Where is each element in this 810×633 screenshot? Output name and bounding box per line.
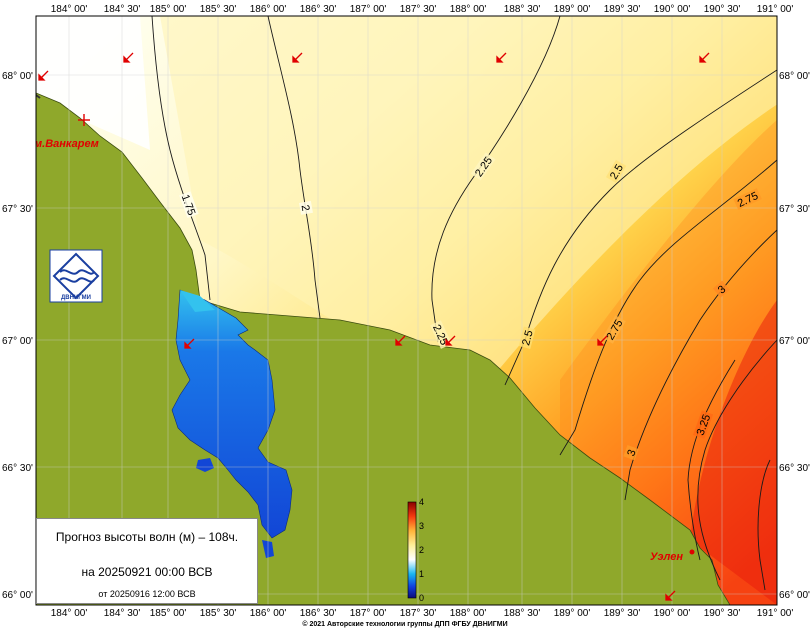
isoline-label: 2.5 bbox=[520, 329, 536, 347]
svg-text:188° 00': 188° 00' bbox=[450, 608, 487, 619]
forecast-title: Прогноз высоты волн (м) – 108ч. bbox=[55, 530, 239, 544]
svg-text:67° 30': 67° 30' bbox=[2, 204, 33, 215]
svg-text:189° 30': 189° 30' bbox=[604, 4, 641, 15]
svg-text:184° 00': 184° 00' bbox=[51, 608, 88, 619]
svg-text:67° 30': 67° 30' bbox=[779, 204, 810, 215]
svg-text:186° 00': 186° 00' bbox=[250, 4, 287, 15]
svg-text:190° 30': 190° 30' bbox=[704, 608, 741, 619]
forecast-issue-time: от 20250916 12:00 ВСВ bbox=[98, 589, 196, 599]
svg-text:189° 00': 189° 00' bbox=[554, 608, 591, 619]
forecast-valid-time: на 20250921 00:00 ВСВ bbox=[81, 565, 213, 579]
place-uelen: Уэлен bbox=[650, 551, 683, 563]
svg-text:187° 30': 187° 30' bbox=[400, 4, 437, 15]
colorbar-gradient bbox=[407, 501, 417, 599]
svg-text:190° 00': 190° 00' bbox=[654, 4, 691, 15]
place-vankarem: м.Ванкарем bbox=[34, 138, 99, 150]
chukotka-land bbox=[36, 92, 731, 605]
svg-text:66° 00': 66° 00' bbox=[779, 590, 810, 601]
svg-text:191° 00': 191° 00' bbox=[757, 4, 794, 15]
svg-text:185° 30': 185° 30' bbox=[200, 4, 237, 15]
svg-text:187° 00': 187° 00' bbox=[350, 4, 387, 15]
svg-text:66° 30': 66° 30' bbox=[779, 463, 810, 474]
svg-text:188° 30': 188° 30' bbox=[504, 4, 541, 15]
longitude-labels-bottom: 184° 00' 184° 30' 185° 00' 185° 30' 186°… bbox=[51, 608, 794, 619]
copyright: © 2021 Авторские технологии группы ДПП Ф… bbox=[302, 621, 508, 628]
svg-text:187° 30': 187° 30' bbox=[400, 608, 437, 619]
longitude-labels-top: 184° 00' 184° 30' 185° 00' 185° 30' 186°… bbox=[51, 4, 794, 15]
graticule bbox=[36, 16, 777, 605]
wave-icon bbox=[59, 277, 95, 283]
svg-text:185° 00': 185° 00' bbox=[150, 4, 187, 15]
isoline-label: 3 bbox=[625, 448, 638, 458]
isoline-1-75 bbox=[151, 16, 211, 301]
isoline-2-75 bbox=[559, 159, 777, 456]
svg-text:66° 00': 66° 00' bbox=[2, 590, 33, 601]
isoline-2 bbox=[267, 16, 321, 319]
svg-text:184° 30': 184° 30' bbox=[104, 608, 141, 619]
svg-text:184° 30': 184° 30' bbox=[104, 4, 141, 15]
logo-text: ДВНИГМИ bbox=[61, 295, 91, 301]
svg-text:67° 00': 67° 00' bbox=[779, 336, 810, 347]
svg-text:186° 30': 186° 30' bbox=[300, 608, 337, 619]
vankarem-marker bbox=[78, 114, 90, 126]
svg-text:68° 00': 68° 00' bbox=[779, 71, 810, 82]
colorbar-tick: 3 bbox=[419, 521, 424, 531]
uelen-marker bbox=[689, 549, 695, 555]
svg-text:188° 30': 188° 30' bbox=[504, 608, 541, 619]
dvnigmi-logo: ДВНИГМИ bbox=[49, 249, 103, 303]
svg-text:185° 30': 185° 30' bbox=[200, 608, 237, 619]
wave-direction-arrows bbox=[38, 52, 710, 601]
kolyuchinskaya-lagoon bbox=[171, 289, 293, 539]
latitude-labels-right: 68° 00' 67° 30' 67° 00' 66° 30' 66° 00' bbox=[779, 71, 810, 601]
svg-text:189° 00': 189° 00' bbox=[554, 4, 591, 15]
svg-text:188° 00': 188° 00' bbox=[450, 4, 487, 15]
colorbar: 0 1 2 3 4 bbox=[407, 497, 424, 603]
svg-text:67° 00': 67° 00' bbox=[2, 336, 33, 347]
colorbar-tick: 2 bbox=[419, 545, 424, 555]
svg-text:186° 30': 186° 30' bbox=[300, 4, 337, 15]
svg-text:189° 30': 189° 30' bbox=[604, 608, 641, 619]
isoline-2-5 bbox=[504, 69, 777, 386]
map-frame bbox=[35, 15, 778, 606]
svg-text:66° 30': 66° 30' bbox=[2, 463, 33, 474]
svg-text:185° 00': 185° 00' bbox=[150, 608, 187, 619]
svg-text:191° 00': 191° 00' bbox=[757, 608, 794, 619]
wave-icon bbox=[59, 269, 95, 275]
svg-text:187° 00': 187° 00' bbox=[350, 608, 387, 619]
svg-text:186° 00': 186° 00' bbox=[250, 608, 287, 619]
latitude-labels-left: 68° 00' 67° 30' 67° 00' 66° 30' 66° 00' bbox=[2, 71, 33, 601]
forecast-title-box: Прогноз высоты волн (м) – 108ч. на 20250… bbox=[36, 518, 258, 604]
isoline-3 bbox=[624, 229, 777, 501]
colorbar-tick: 4 bbox=[419, 497, 424, 507]
svg-text:184° 00': 184° 00' bbox=[51, 4, 88, 15]
isoline-3-25 bbox=[697, 339, 777, 581]
colorbar-tick: 1 bbox=[419, 569, 424, 579]
colorbar-tick: 0 bbox=[419, 593, 424, 603]
svg-text:68° 00': 68° 00' bbox=[2, 71, 33, 82]
isoline-label: 2 bbox=[299, 204, 312, 212]
svg-text:190° 30': 190° 30' bbox=[704, 4, 741, 15]
svg-text:190° 00': 190° 00' bbox=[654, 608, 691, 619]
